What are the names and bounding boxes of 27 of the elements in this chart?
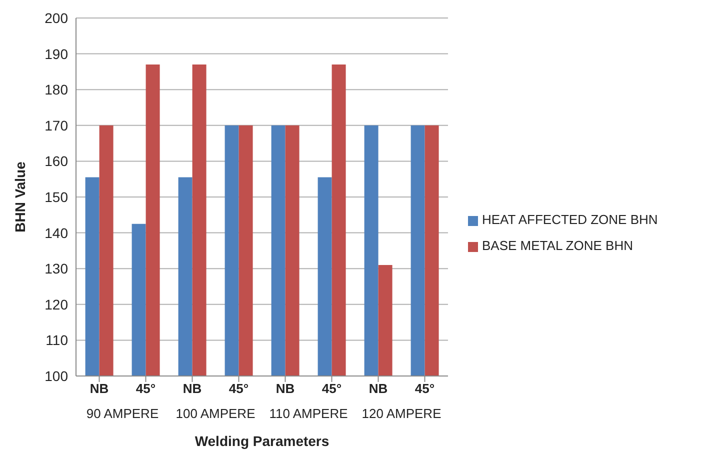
y-tick-label: 130 xyxy=(44,260,68,277)
x-tick-label: NB xyxy=(90,381,109,396)
x-axis-title: Welding Parameters xyxy=(194,433,330,449)
x-tick-label: 45° xyxy=(322,381,342,396)
text: 100 AMPERE xyxy=(176,406,256,421)
x-tick-label: NB xyxy=(276,381,295,396)
x-tick-label: NB xyxy=(368,381,388,396)
x-tick-label: NB xyxy=(182,381,202,396)
y-tick-label: 110 xyxy=(46,332,68,348)
x-tick-label: 45° xyxy=(228,381,249,396)
text: 120 AMPERE xyxy=(362,406,442,421)
y-tick-label: 190 xyxy=(44,46,68,62)
y-tick-label: 150 xyxy=(44,188,68,205)
y-tick-label: 100 xyxy=(44,368,68,384)
y-tick-label: 170 xyxy=(44,117,68,134)
x-tick-label: 45° xyxy=(414,381,435,396)
x-tick-label: 45° xyxy=(136,381,156,396)
y-tick-label: 140 xyxy=(44,224,68,241)
text: 110 AMPERE xyxy=(269,406,348,421)
y-tick-label: 120 xyxy=(44,296,68,312)
y-tick-label: 200 xyxy=(44,10,68,26)
y-axis-title: BHN Value xyxy=(12,161,28,232)
legend-label: HEAT AFFECTED ZONE BHN xyxy=(482,212,658,227)
text: 90 AMPERE xyxy=(86,406,159,421)
y-tick-label: 160 xyxy=(44,153,68,170)
legend-label: BASE METAL ZONE BHN xyxy=(482,238,633,253)
y-tick-label: 180 xyxy=(44,82,68,98)
